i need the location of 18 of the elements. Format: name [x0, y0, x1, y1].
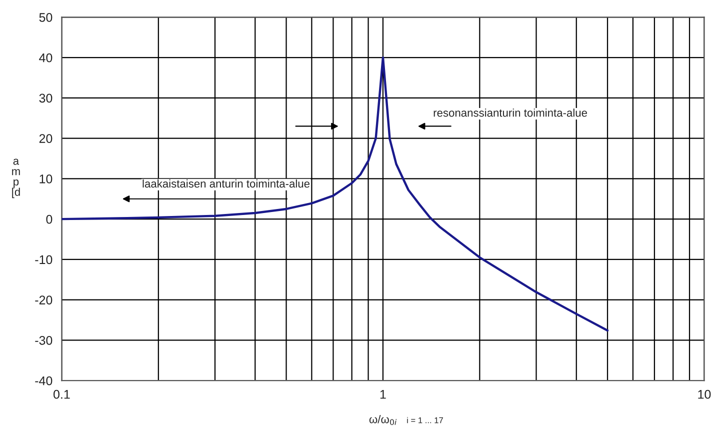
y-axis-title: amp [d: [12, 158, 20, 198]
x-tick-label: 0.1: [54, 390, 70, 399]
y-tick-label: 10: [40, 174, 52, 184]
y-tick-label: -20: [35, 296, 52, 304]
x-axis-title: ω/ω$_{0i}$: [369, 415, 397, 426]
y-tick-label: -40: [35, 376, 52, 386]
y-tick-label: -10: [35, 255, 52, 264]
x-tick-label: 1: [380, 390, 386, 399]
text: i = 1 ... 17: [407, 417, 443, 424]
y-tick-label: -30: [35, 336, 52, 345]
y-tick-label: 0: [46, 214, 52, 224]
y-tick-label: 20: [39, 134, 52, 143]
x-tick-label: 10: [698, 390, 711, 399]
y-tick-label: 30: [39, 94, 52, 103]
y-tick-label: 50: [39, 13, 52, 22]
y-tick-label: 40: [39, 53, 52, 62]
annotation: resonanssianturin toiminta-alue: [434, 108, 587, 117]
annotation: laakaistaisen anturin toiminta-alue: [142, 179, 310, 188]
